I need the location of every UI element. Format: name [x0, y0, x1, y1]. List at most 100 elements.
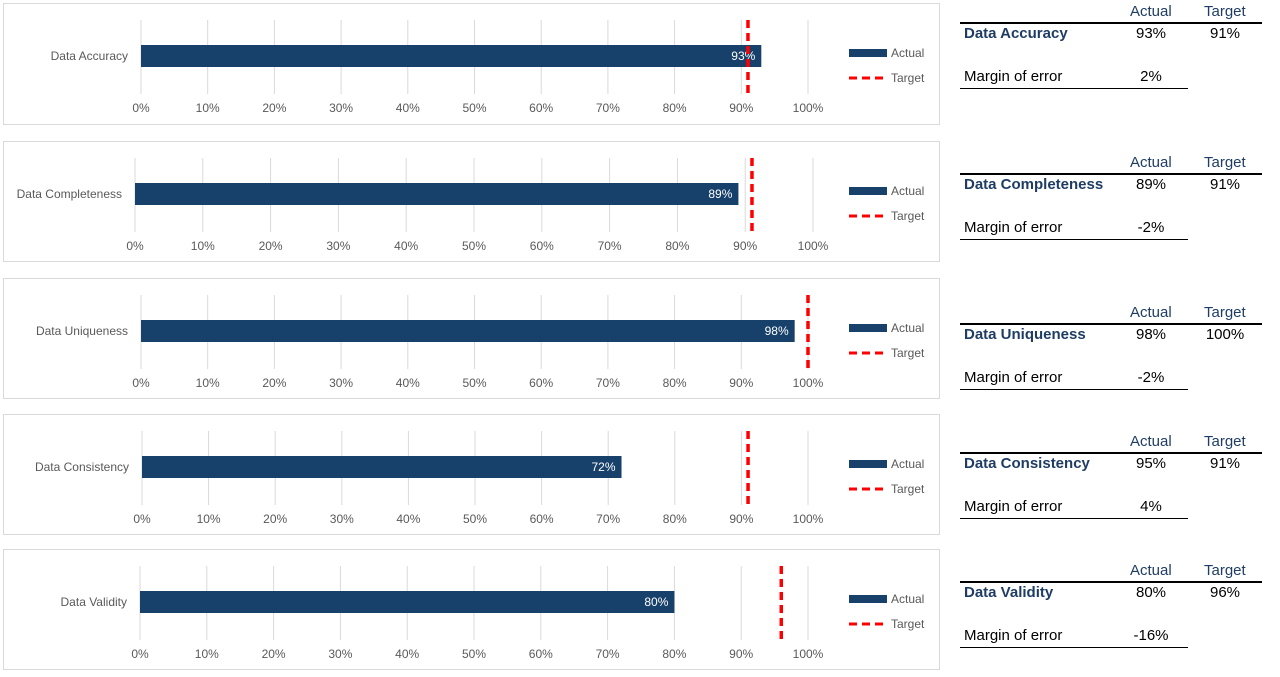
x-tick-label: 10% [196, 376, 220, 390]
x-tick-label: 0% [132, 376, 150, 390]
table-bottom-rule [960, 518, 1188, 519]
x-tick-label: 0% [131, 647, 149, 661]
table-bottom-rule [960, 647, 1188, 648]
margin-value: 2% [1140, 68, 1162, 85]
legend-target-label: Target [891, 617, 925, 631]
legend-target-label: Target [891, 346, 925, 360]
category-label: Data Validity [61, 595, 127, 609]
bullet-chart-consistency: 0% 10% 20% 30% 40% 50% 60% 70% 80% 90% 100% Data Co… [35, 431, 925, 526]
margin-label: Margin of error [964, 498, 1063, 515]
table-top-rule [960, 581, 1262, 583]
actual-bar [135, 183, 739, 205]
metric-name: Data Accuracy [964, 25, 1068, 42]
legend-actual-label: Actual [891, 184, 924, 198]
bullet-chart-validity: 0% 10% 20% 30% 40% 50% 60% 70% 80% 90% 100% Data Va… [61, 566, 925, 661]
legend-actual-swatch [849, 324, 887, 332]
x-tick-label: 30% [326, 239, 350, 253]
actual-bar [141, 320, 795, 342]
header-actual: Actual [1130, 154, 1172, 171]
x-tick-label: 40% [396, 512, 420, 526]
target-value: 100% [1205, 326, 1245, 343]
x-tick-label: 100% [793, 101, 824, 115]
bullet-chart-completeness: 0% 10% 20% 30% 40% 50% 60% 70% 80% 90% 100% Data Co… [17, 158, 925, 253]
actual-value: 98% [1135, 326, 1167, 343]
x-tick-label: 50% [462, 239, 486, 253]
x-tick-label: 40% [396, 101, 420, 115]
category-label: Data Accuracy [51, 49, 128, 63]
legend-actual-swatch [849, 49, 887, 57]
metric-name: Data Consistency [964, 455, 1090, 472]
x-tick-label: 60% [530, 512, 554, 526]
bullet-chart-accuracy: 0% 10% 20% 30% 40% 50% 60% 70% 80% 90% 100% Data Ac… [51, 20, 925, 115]
x-tick-label: 40% [395, 647, 419, 661]
summary-table-accuracy: Actual Target Data Accuracy 93% 91% Marg… [960, 3, 1262, 103]
x-tick-label: 80% [663, 101, 687, 115]
x-tick-label: 10% [197, 512, 221, 526]
x-tick-label: 90% [729, 101, 753, 115]
x-tick-label: 0% [132, 101, 150, 115]
header-actual: Actual [1130, 562, 1172, 579]
x-tick-label: 10% [195, 647, 219, 661]
x-tick-label: 20% [262, 376, 286, 390]
legend-actual-swatch [849, 595, 887, 603]
legend-actual-label: Actual [891, 457, 924, 471]
summary-table-consistency: Actual Target Data Consistency 95% 91% M… [960, 433, 1262, 533]
table-bottom-rule [960, 239, 1188, 240]
target-value: 91% [1209, 25, 1241, 42]
x-tick-label: 30% [328, 647, 352, 661]
legend-actual-label: Actual [891, 46, 924, 60]
x-tick-label: 90% [729, 512, 753, 526]
category-label: Data Uniqueness [36, 324, 128, 338]
data-label: 89% [708, 187, 732, 201]
x-tick-label: 50% [462, 101, 486, 115]
x-tick-label: 20% [263, 512, 287, 526]
x-tick-label: 100% [798, 239, 829, 253]
header-target: Target [1204, 433, 1246, 450]
legend-target-label: Target [891, 209, 925, 223]
margin-label: Margin of error [964, 627, 1063, 644]
actual-value: 80% [1135, 584, 1167, 601]
chart-panel-validity: 0% 10% 20% 30% 40% 50% 60% 70% 80% 90% 100% Data Va… [3, 549, 940, 670]
x-tick-label: 100% [793, 647, 824, 661]
data-label: 98% [765, 324, 789, 338]
data-label: 72% [591, 460, 615, 474]
margin-value: -16% [1133, 627, 1169, 644]
x-tick-label: 20% [259, 239, 283, 253]
header-target: Target [1204, 562, 1246, 579]
x-tick-label: 60% [529, 101, 553, 115]
bullet-chart-uniqueness: 0% 10% 20% 30% 40% 50% 60% 70% 80% 90% 100% Data Un… [36, 295, 925, 390]
summary-table-validity: Actual Target Data Validity 80% 96% Marg… [960, 562, 1262, 662]
actual-bar [142, 456, 622, 478]
target-value: 96% [1209, 584, 1241, 601]
actual-bar [140, 591, 675, 613]
x-tick-label: 70% [596, 101, 620, 115]
x-tick-label: 50% [462, 376, 486, 390]
header-target: Target [1204, 154, 1246, 171]
margin-value: 4% [1140, 498, 1162, 515]
x-tick-label: 0% [126, 239, 144, 253]
actual-value: 89% [1135, 176, 1167, 193]
chart-panel-completeness: 0% 10% 20% 30% 40% 50% 60% 70% 80% 90% 100% Data Co… [3, 141, 940, 262]
data-label: 80% [644, 595, 668, 609]
legend-target-label: Target [891, 482, 925, 496]
x-tick-label: 30% [329, 101, 353, 115]
header-actual: Actual [1130, 304, 1172, 321]
x-tick-label: 50% [462, 647, 486, 661]
x-tick-label: 20% [262, 647, 286, 661]
margin-value: -2% [1137, 219, 1165, 236]
actual-value: 93% [1135, 25, 1167, 42]
category-label: Data Consistency [35, 460, 129, 474]
x-tick-label: 80% [663, 512, 687, 526]
margin-label: Margin of error [964, 369, 1063, 386]
x-tick-label: 60% [530, 239, 554, 253]
legend-target-label: Target [891, 71, 925, 85]
actual-value: 95% [1135, 455, 1167, 472]
legend-actual-label: Actual [891, 321, 924, 335]
x-tick-label: 100% [793, 512, 824, 526]
chart-panel-consistency: 0% 10% 20% 30% 40% 50% 60% 70% 80% 90% 100% Data Co… [3, 414, 940, 535]
metric-name: Data Completeness [964, 176, 1104, 193]
header-actual: Actual [1130, 3, 1172, 20]
x-tick-label: 80% [665, 239, 689, 253]
x-tick-label: 70% [596, 647, 620, 661]
table-bottom-rule [960, 88, 1188, 89]
